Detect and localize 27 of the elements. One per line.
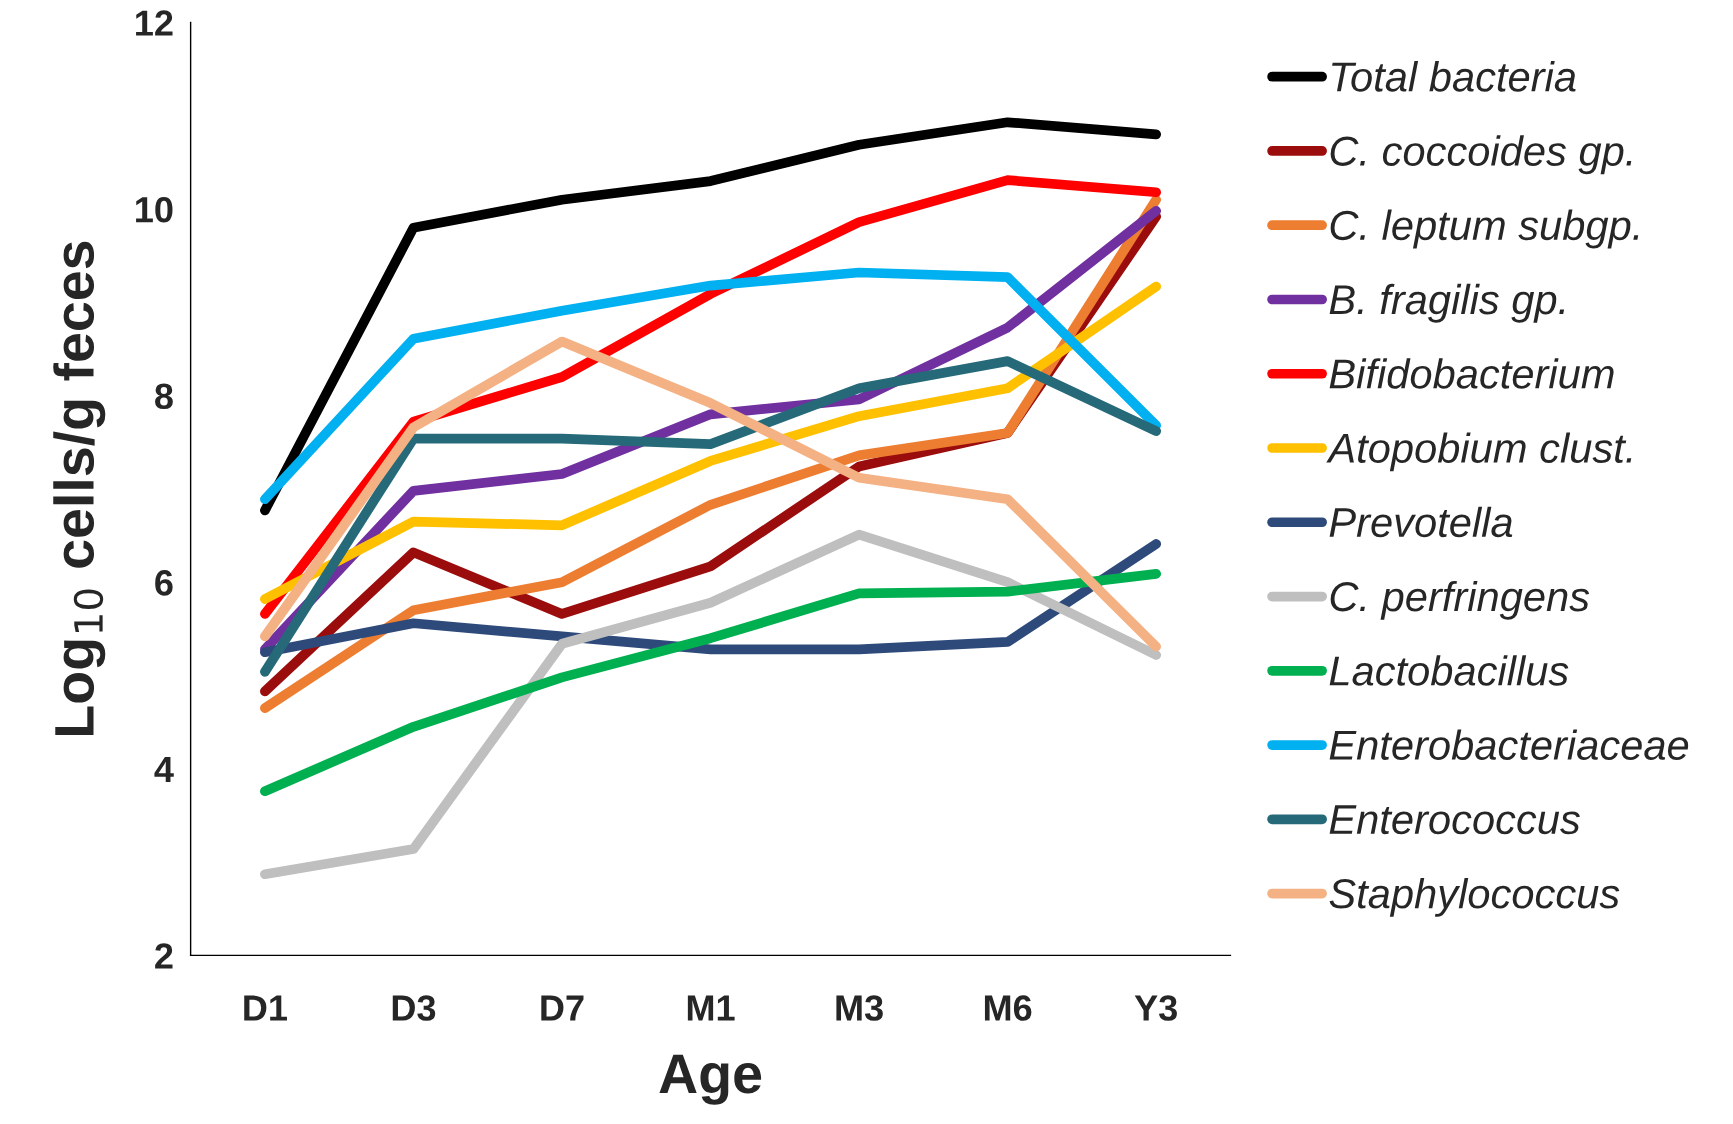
- legend-label: C. leptum subgp.: [1330, 209, 1639, 249]
- x-axis-title: Age: [659, 1054, 762, 1105]
- x-tick-label: D3: [392, 995, 436, 1021]
- legend-label: C. coccoides gp.: [1330, 135, 1632, 175]
- legend-label: C. perfringens: [1330, 580, 1590, 620]
- x-tick-label: D1: [244, 995, 287, 1021]
- legend-label: Staphylococcus: [1329, 877, 1620, 917]
- y-tick-label: 6: [155, 570, 173, 596]
- y-axis-title: Log$_{10}$ cells/g feces: [53, 241, 106, 735]
- x-tick-label: M1: [687, 995, 735, 1021]
- legend-label: Atopobium clust.: [1326, 432, 1632, 472]
- legend-label: Bifidobacterium: [1329, 358, 1614, 389]
- legend-label: Total bacteria: [1332, 61, 1576, 92]
- legend-label: Enterococcus: [1329, 805, 1580, 835]
- x-tick-label: M6: [984, 995, 1032, 1021]
- x-tick-label: D7: [541, 995, 584, 1021]
- y-tick-label: 10: [136, 196, 173, 223]
- legend-label: Enterobacteriaceae: [1329, 729, 1689, 761]
- y-tick-label: 4: [154, 757, 174, 782]
- legend-label: Prevotella: [1329, 506, 1513, 538]
- x-tick-label: Y3: [1134, 995, 1177, 1021]
- legend-label: Lactobacillus: [1329, 655, 1569, 686]
- y-tick-label: 8: [155, 383, 173, 410]
- y-tick-label: 2: [155, 943, 173, 969]
- legend-label: B. fragilis gp.: [1329, 283, 1565, 323]
- x-tick-label: M3: [836, 995, 883, 1021]
- y-tick-label: 12: [136, 10, 173, 36]
